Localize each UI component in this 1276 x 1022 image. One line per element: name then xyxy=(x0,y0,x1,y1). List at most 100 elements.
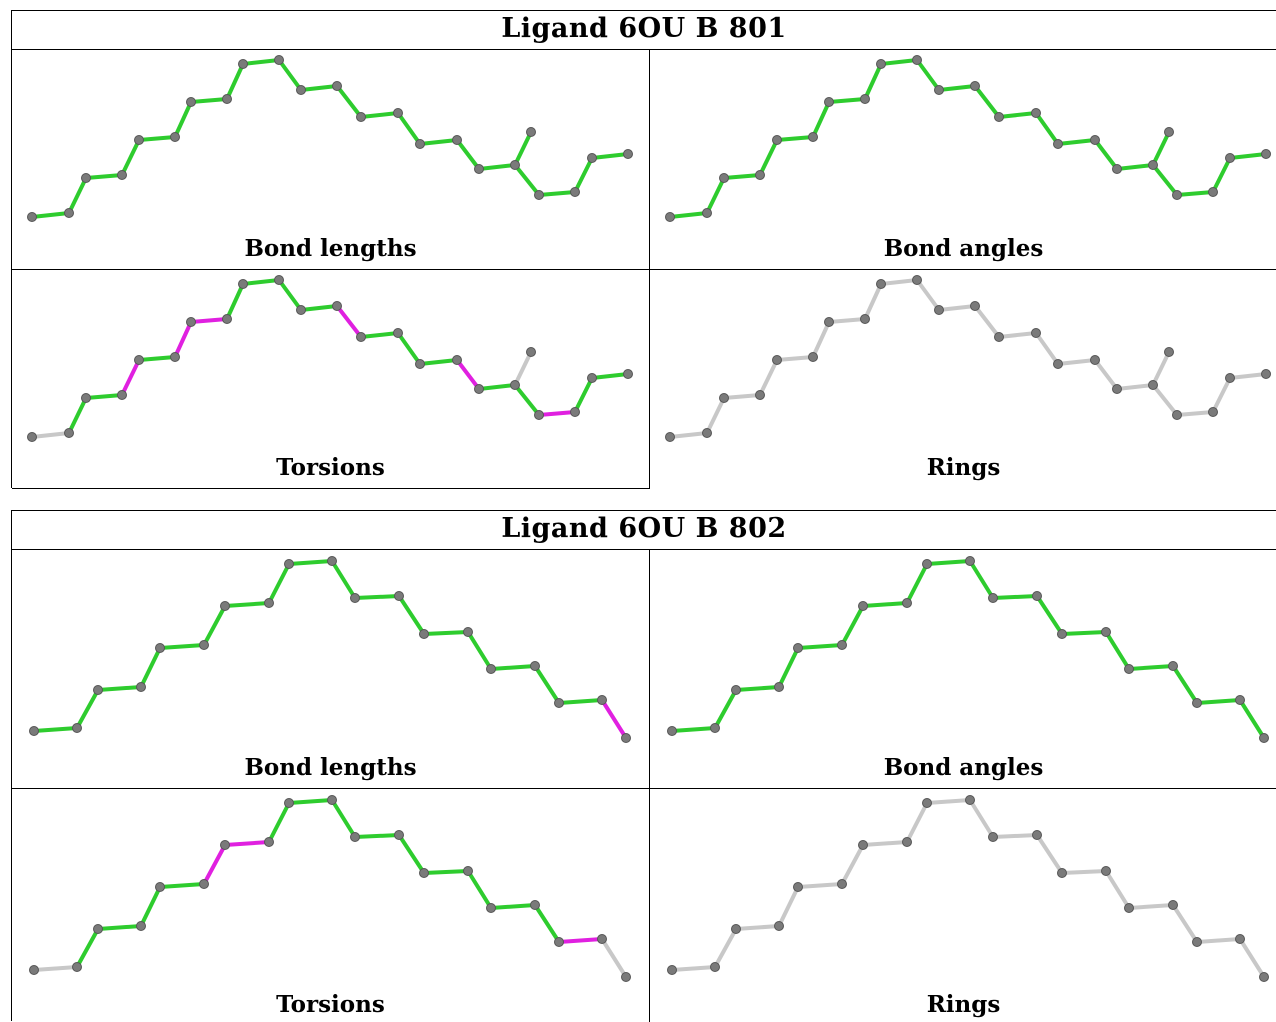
bond xyxy=(225,62,245,101)
bond xyxy=(722,173,762,180)
bond xyxy=(96,685,143,692)
atom xyxy=(284,559,294,569)
atom xyxy=(793,882,803,892)
bond xyxy=(489,903,537,910)
bond xyxy=(120,138,141,177)
atom xyxy=(296,85,306,95)
bond xyxy=(863,62,883,101)
bond xyxy=(330,798,357,839)
bond xyxy=(513,130,533,167)
bond xyxy=(991,594,1039,600)
atom xyxy=(1101,627,1111,637)
bond xyxy=(1151,163,1179,197)
bond xyxy=(861,840,909,847)
atom xyxy=(238,279,248,289)
atom xyxy=(1208,407,1218,417)
atom xyxy=(554,698,564,708)
bond xyxy=(1056,138,1097,146)
bond xyxy=(84,173,124,180)
atom xyxy=(554,937,564,947)
atom xyxy=(136,921,146,931)
bond xyxy=(796,643,844,650)
atom xyxy=(452,355,462,365)
bond xyxy=(973,304,1001,339)
bond xyxy=(202,604,227,647)
bond xyxy=(1127,903,1175,910)
divider xyxy=(12,788,1276,789)
bond xyxy=(840,843,865,886)
atom xyxy=(994,112,1004,122)
atom xyxy=(274,55,284,65)
atom xyxy=(327,795,337,805)
bond xyxy=(997,111,1038,119)
cell-caption: Bond angles xyxy=(883,235,1044,262)
panel-title: Ligand 6OU B 801 xyxy=(12,11,1276,50)
molecule-diagram xyxy=(667,556,1269,743)
bond xyxy=(418,358,459,366)
bond xyxy=(335,84,363,119)
bond xyxy=(277,278,303,312)
bond xyxy=(1034,331,1060,366)
atom xyxy=(934,85,944,95)
atom xyxy=(1032,591,1042,601)
cell-torsions: Torsions xyxy=(12,270,649,488)
atom xyxy=(824,97,834,107)
bond xyxy=(557,698,604,705)
atom xyxy=(350,832,360,842)
bond xyxy=(267,801,291,844)
bond xyxy=(1035,594,1064,636)
atom xyxy=(1090,135,1100,145)
bond xyxy=(705,396,726,435)
atom xyxy=(1172,410,1182,420)
atom xyxy=(774,921,784,931)
atom xyxy=(220,601,230,611)
bond xyxy=(422,869,470,875)
bond xyxy=(299,84,339,92)
atom xyxy=(710,723,720,733)
bond xyxy=(811,100,831,139)
bond xyxy=(879,278,919,286)
bond xyxy=(477,383,517,391)
molecule-diagram xyxy=(665,55,1271,222)
atom xyxy=(1259,733,1269,743)
atom xyxy=(1208,187,1218,197)
atom xyxy=(1057,868,1067,878)
bond xyxy=(1093,358,1119,391)
bond xyxy=(84,393,124,400)
atom xyxy=(1031,108,1041,118)
bond xyxy=(1093,138,1119,171)
molecule-diagram xyxy=(27,55,633,222)
bond xyxy=(455,138,481,171)
atom xyxy=(1168,661,1178,671)
atom xyxy=(117,170,127,180)
bond xyxy=(937,84,977,92)
atom xyxy=(858,840,868,850)
bond xyxy=(353,594,401,600)
cell-caption: Bond lengths xyxy=(244,235,417,262)
atom xyxy=(199,879,209,889)
bond xyxy=(705,176,726,215)
atom xyxy=(264,837,274,847)
atom xyxy=(296,305,306,315)
bond xyxy=(173,320,193,359)
bond xyxy=(590,152,630,160)
bond xyxy=(1060,630,1108,636)
bond xyxy=(915,58,941,92)
atom xyxy=(534,190,544,200)
atom xyxy=(934,305,944,315)
bond xyxy=(713,927,738,969)
bond xyxy=(158,643,206,650)
bond xyxy=(1171,664,1199,705)
atom xyxy=(808,352,818,362)
ligand-panel-801: Ligand 6OU B 801 Bond lengths Bond angle… xyxy=(11,10,1276,489)
atom xyxy=(772,355,782,365)
atom xyxy=(332,81,342,91)
atom xyxy=(222,314,232,324)
atom xyxy=(29,726,39,736)
atom xyxy=(81,393,91,403)
bond xyxy=(925,559,972,566)
bond xyxy=(1228,152,1268,160)
atom xyxy=(534,410,544,420)
atom xyxy=(1032,830,1042,840)
bond xyxy=(137,355,177,362)
